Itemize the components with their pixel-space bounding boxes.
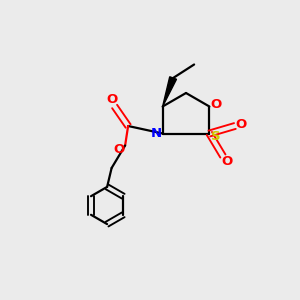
Text: O: O — [106, 93, 117, 106]
Text: O: O — [235, 118, 247, 131]
Polygon shape — [163, 77, 176, 106]
Text: S: S — [211, 130, 221, 143]
Text: O: O — [210, 98, 222, 111]
Text: O: O — [222, 155, 233, 168]
Text: N: N — [151, 127, 162, 140]
Text: O: O — [113, 142, 124, 156]
